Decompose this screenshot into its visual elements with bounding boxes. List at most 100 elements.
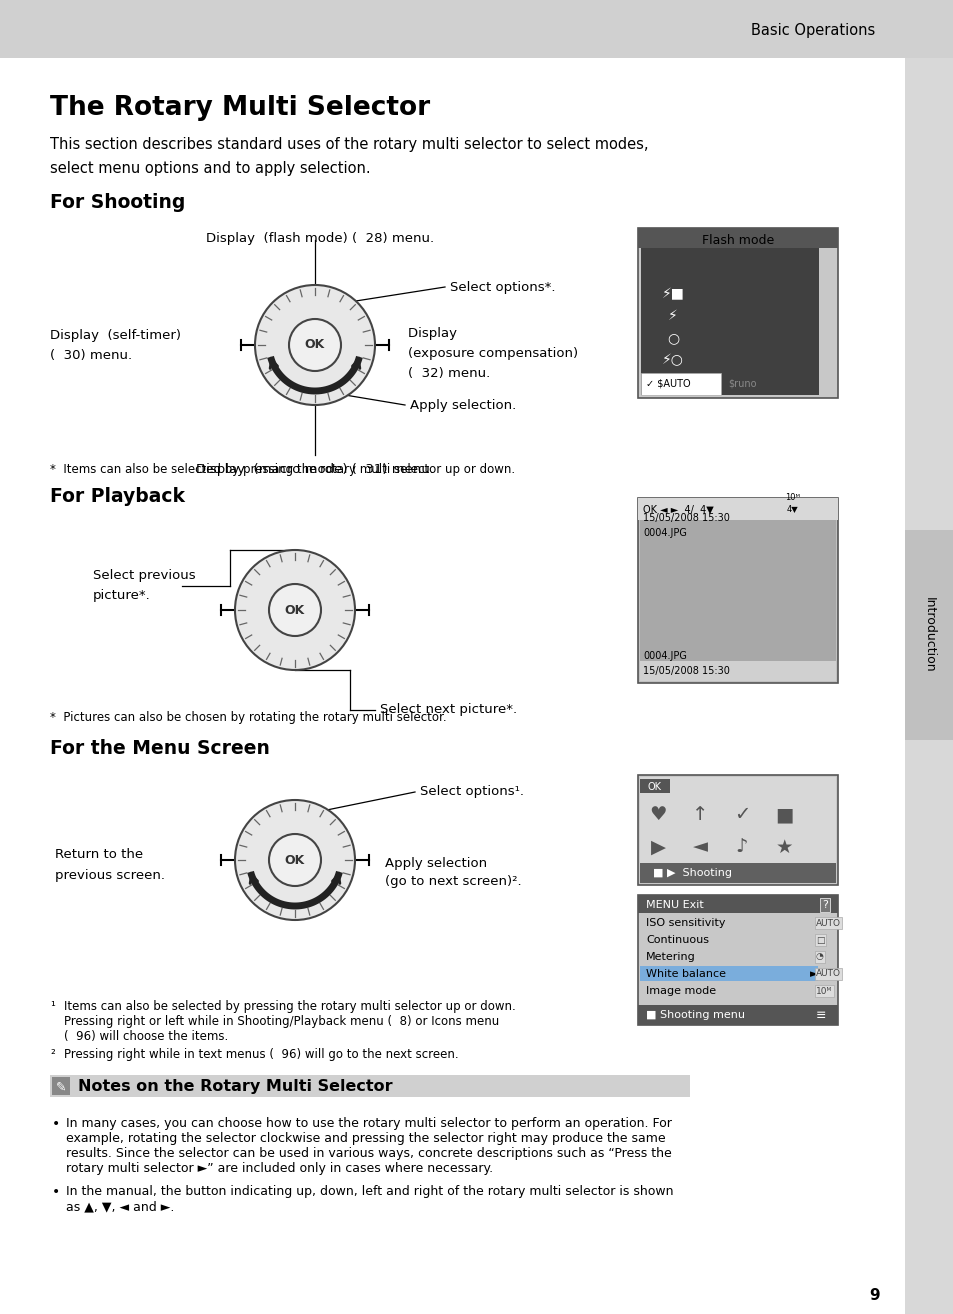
Text: (exposure compensation): (exposure compensation) (408, 347, 578, 360)
Text: •: • (52, 1117, 60, 1131)
Bar (52, 1077, 70, 1095)
Bar (638, 895, 837, 913)
Bar (638, 498, 837, 683)
Text: OK: OK (285, 854, 305, 866)
Text: ◔: ◔ (815, 953, 823, 962)
Text: 10ᴹ
4▼: 10ᴹ 4▼ (784, 493, 800, 512)
Text: ■ Shooting menu: ■ Shooting menu (645, 1010, 744, 1020)
Text: $runo: $runo (727, 378, 756, 389)
Text: previous screen.: previous screen. (55, 870, 165, 883)
Text: Select options¹.: Select options¹. (419, 786, 523, 799)
Text: Flash mode: Flash mode (701, 234, 773, 247)
Text: Continuous: Continuous (645, 936, 708, 945)
Text: (  32) menu.: ( 32) menu. (408, 368, 490, 381)
Text: ↑: ↑ (691, 805, 707, 824)
Text: (  96) will choose the items.: ( 96) will choose the items. (64, 1030, 228, 1043)
Text: OK ◄ ►  4/  4▼: OK ◄ ► 4/ 4▼ (642, 505, 713, 515)
Text: Image mode: Image mode (645, 986, 716, 996)
Text: 0004.JPG: 0004.JPG (642, 528, 686, 537)
Bar (0, 0, 953, 58)
Bar (639, 661, 835, 681)
Text: ■ ▶  Shooting: ■ ▶ Shooting (652, 869, 731, 878)
Bar (639, 966, 817, 982)
Text: Apply selection.: Apply selection. (410, 398, 516, 411)
Text: OK: OK (285, 603, 305, 616)
Text: Display  (macro mode) (  31) menu.: Display (macro mode) ( 31) menu. (195, 463, 434, 476)
Text: Metering: Metering (645, 953, 695, 962)
Text: Display  (flash mode) (  28) menu.: Display (flash mode) ( 28) menu. (206, 233, 434, 244)
Text: ⚡■: ⚡■ (660, 286, 683, 301)
Bar (639, 779, 669, 794)
Bar (638, 895, 837, 1025)
Text: as ▲, ▼, ◄ and ►.: as ▲, ▼, ◄ and ►. (66, 1200, 174, 1213)
Text: ★: ★ (775, 837, 792, 857)
Bar (638, 498, 837, 520)
Text: AUTO: AUTO (815, 918, 841, 928)
Text: Basic Operations: Basic Operations (750, 22, 874, 38)
Bar (50, 1075, 689, 1097)
Text: Select previous: Select previous (92, 569, 195, 582)
Circle shape (254, 285, 375, 405)
Text: This section describes standard uses of the rotary multi selector to select mode: This section describes standard uses of … (50, 138, 648, 152)
Text: For the Menu Screen: For the Menu Screen (50, 738, 270, 757)
Text: ⚡○: ⚡○ (661, 353, 683, 367)
Bar (640, 373, 720, 396)
Bar (638, 1005, 837, 1025)
Text: In the manual, the button indicating up, down, left and right of the rotary mult: In the manual, the button indicating up,… (66, 1185, 673, 1198)
Text: 0004.JPG: 0004.JPG (642, 650, 686, 661)
Text: AUTO: AUTO (815, 970, 841, 979)
Text: Pressing right while in text menus (  96) will go to the next screen.: Pressing right while in text menus ( 96)… (64, 1049, 458, 1060)
Text: Pressing right or left while in Shooting/Playback menu (  8) or Icons menu: Pressing right or left while in Shooting… (64, 1014, 498, 1028)
Bar (639, 518, 835, 681)
Text: Display: Display (408, 326, 465, 339)
Circle shape (234, 551, 355, 670)
Bar (639, 777, 835, 883)
Text: For Shooting: For Shooting (50, 192, 185, 212)
Text: OK: OK (647, 782, 661, 792)
Bar (640, 244, 818, 396)
Text: For Playback: For Playback (50, 487, 185, 506)
Text: (  30) menu.: ( 30) menu. (50, 350, 132, 363)
Text: Items can also be selected by pressing the rotary multi selector up or down.: Items can also be selected by pressing t… (64, 1000, 516, 1013)
Text: ♪: ♪ (735, 837, 747, 857)
Text: rotary multi selector ►” are included only in cases where necessary.: rotary multi selector ►” are included on… (66, 1162, 493, 1175)
Text: ≡: ≡ (815, 1009, 825, 1021)
Bar (638, 229, 837, 398)
Text: ²: ² (50, 1049, 54, 1060)
Circle shape (234, 800, 355, 920)
Circle shape (289, 319, 340, 371)
Text: Notes on the Rotary Multi Selector: Notes on the Rotary Multi Selector (78, 1080, 393, 1095)
Text: Select next picture*.: Select next picture*. (379, 703, 517, 716)
Circle shape (269, 834, 320, 886)
Text: 15/05/2008 15:30: 15/05/2008 15:30 (642, 512, 729, 523)
Text: 9: 9 (869, 1289, 880, 1303)
Bar (639, 863, 835, 883)
Text: Introduction: Introduction (922, 597, 935, 673)
Bar (638, 229, 837, 248)
Text: The Rotary Multi Selector: The Rotary Multi Selector (50, 95, 430, 121)
Text: example, rotating the selector clockwise and pressing the selector right may pro: example, rotating the selector clockwise… (66, 1131, 665, 1144)
Text: ✓: ✓ (733, 805, 749, 824)
Text: Apply selection: Apply selection (385, 857, 487, 870)
Text: Return to the: Return to the (55, 849, 143, 862)
Text: ○: ○ (666, 331, 679, 346)
Text: ⚡: ⚡ (667, 309, 678, 323)
Text: picture*.: picture*. (92, 590, 151, 603)
Text: ✓ $AUTO: ✓ $AUTO (645, 378, 690, 389)
Text: (go to next screen)².: (go to next screen)². (385, 875, 521, 888)
Circle shape (269, 583, 320, 636)
Text: In many cases, you can choose how to use the rotary multi selector to perform an: In many cases, you can choose how to use… (66, 1117, 671, 1130)
Bar (638, 775, 837, 886)
Text: ?: ? (821, 900, 827, 911)
Text: ►: ► (809, 968, 817, 979)
Text: □: □ (815, 936, 823, 945)
Text: *  Items can also be selected by pressing the rotary multi selector up or down.: * Items can also be selected by pressing… (50, 464, 515, 477)
Text: 10ᴹ: 10ᴹ (815, 987, 832, 996)
Text: 15/05/2008 15:30: 15/05/2008 15:30 (642, 666, 729, 675)
Text: ♥: ♥ (649, 805, 666, 824)
Text: ▶: ▶ (650, 837, 665, 857)
Text: ◄: ◄ (692, 837, 707, 857)
Text: Select options*.: Select options*. (450, 280, 555, 293)
Text: select menu options and to apply selection.: select menu options and to apply selecti… (50, 160, 370, 176)
Text: ✎: ✎ (55, 1080, 66, 1093)
